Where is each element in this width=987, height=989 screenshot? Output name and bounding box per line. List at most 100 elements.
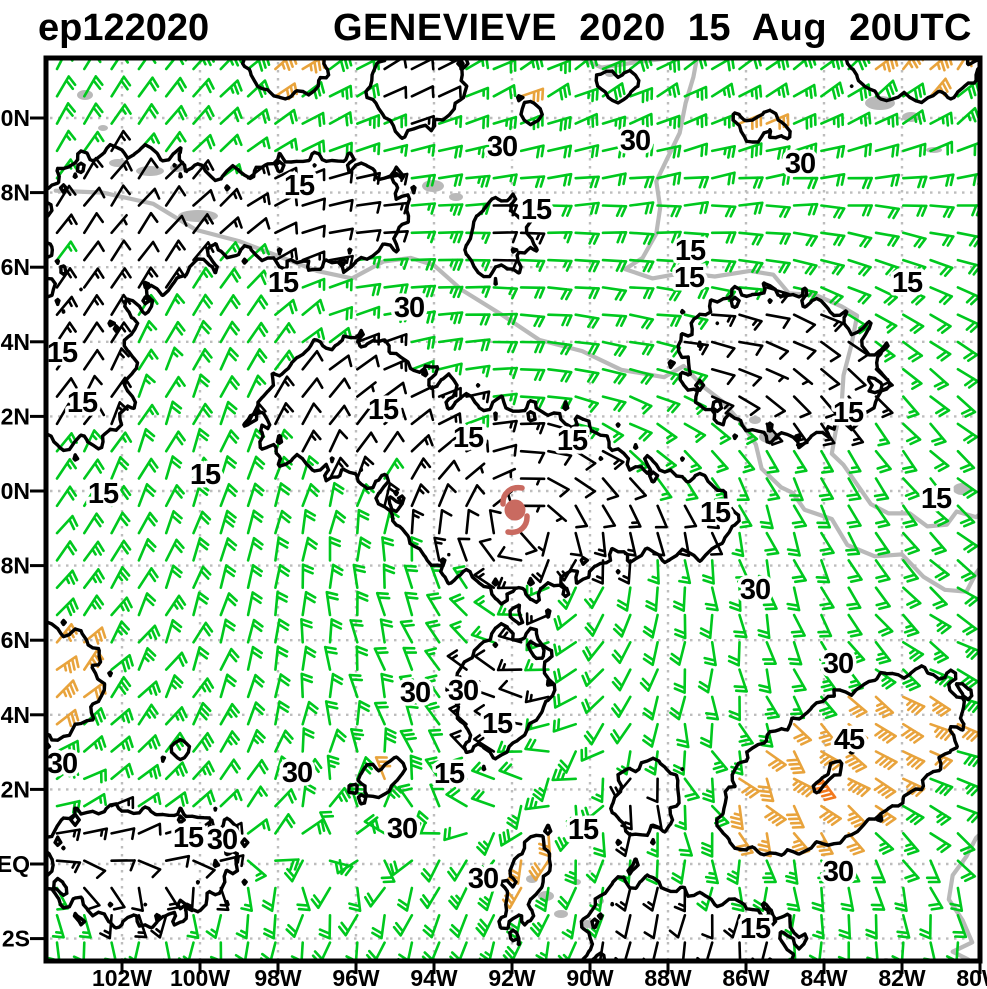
wind-barb	[710, 145, 736, 159]
wind-barb	[375, 591, 391, 617]
island	[749, 416, 761, 424]
wind-barb	[557, 750, 577, 774]
wind-barb	[319, 810, 335, 835]
wind-barb	[547, 286, 573, 301]
contour-label: 30	[47, 748, 77, 780]
wind-barb	[656, 449, 677, 472]
contour-label: 15	[700, 497, 731, 529]
wind-barb	[219, 483, 238, 508]
wind-barb	[55, 240, 78, 262]
wind-barb	[553, 693, 577, 709]
wind-barb	[447, 859, 468, 882]
wind-barb	[328, 509, 347, 535]
wind-barb	[83, 130, 105, 153]
wind-barb	[952, 914, 968, 939]
wind-barb	[398, 674, 415, 699]
wind-barb	[450, 756, 468, 781]
wind-barb	[492, 173, 518, 187]
wind-barb	[473, 649, 496, 671]
wind-barb	[164, 104, 188, 125]
wind-barb	[902, 613, 920, 638]
wind-barb	[164, 239, 186, 262]
wind-barb	[956, 286, 980, 306]
wind-barb	[492, 366, 519, 380]
wind-barb	[350, 728, 365, 753]
wind-barb	[137, 792, 162, 808]
wind-barb	[786, 586, 801, 612]
wind-barb	[704, 586, 719, 612]
wind-barb	[902, 204, 928, 217]
wind-barb	[519, 202, 546, 215]
wind-barb	[818, 477, 835, 502]
wind-barb	[328, 481, 345, 508]
wind-barb	[553, 641, 577, 657]
wind-barb	[137, 457, 159, 480]
wind-barb	[301, 168, 326, 182]
wind-barb	[465, 144, 491, 159]
wind-barb	[498, 679, 523, 699]
wind-barb	[192, 456, 212, 480]
wind-barb	[929, 449, 950, 473]
wind-barb	[901, 722, 925, 744]
wind-barb	[301, 327, 326, 344]
wind-barb	[301, 298, 325, 316]
lat-label-14N: 14N	[0, 329, 30, 355]
wind-barb	[929, 531, 947, 556]
wind-barb	[424, 756, 441, 781]
wind-barb	[404, 700, 419, 726]
wind-barb	[457, 537, 471, 562]
wind-barb	[296, 886, 311, 912]
wind-barb	[110, 103, 132, 125]
wind-barb	[733, 668, 748, 693]
wind-barb	[815, 777, 837, 802]
wind-barb	[519, 422, 546, 435]
wind-barb	[873, 477, 890, 502]
wind-barb	[710, 204, 737, 218]
wind-barb	[902, 142, 927, 158]
wind-barb	[840, 886, 855, 912]
wind-barb	[874, 449, 892, 474]
wind-barb	[356, 536, 372, 562]
wind-barb	[671, 859, 687, 885]
wind-barb	[820, 368, 841, 391]
wind-barb	[492, 231, 519, 244]
wind-barb	[874, 173, 901, 187]
wind-barb	[874, 112, 899, 128]
wind-barb	[55, 458, 77, 480]
wind-barb	[356, 282, 382, 297]
wind-barb	[473, 594, 496, 617]
wind-barb	[274, 108, 298, 125]
wind-barb	[219, 537, 238, 562]
wind-barb	[629, 112, 653, 128]
wind-barb	[819, 695, 838, 720]
wind-barb	[137, 240, 160, 262]
wind-barb	[465, 86, 490, 100]
wind-barb	[547, 313, 573, 327]
wind-barb	[437, 258, 464, 271]
wind-barb	[956, 422, 979, 444]
wind-barb	[874, 258, 900, 277]
wind-barb	[137, 157, 159, 180]
wind-barb	[765, 258, 791, 274]
wind-barb	[192, 189, 216, 207]
wind-barb	[410, 284, 437, 298]
wind-barb	[274, 645, 289, 671]
wind-barb	[874, 231, 900, 247]
wind-barb	[929, 586, 948, 610]
wind-barb	[274, 82, 298, 101]
lon-label-94W: 94W	[410, 965, 458, 989]
contour-label: 15	[921, 483, 952, 515]
wind-barb	[847, 111, 872, 127]
lat-label-4N: 4N	[1, 702, 30, 728]
wind-barb	[437, 412, 462, 426]
wind-barb	[874, 668, 897, 690]
wind-barb	[846, 832, 865, 856]
wind-barb	[383, 309, 409, 324]
wind-barb	[929, 77, 952, 98]
contour-label: 15	[268, 267, 299, 299]
wind-barb	[219, 320, 240, 344]
wind-barb	[738, 722, 754, 747]
wind-barb	[356, 381, 377, 398]
wind-barb	[902, 504, 918, 529]
